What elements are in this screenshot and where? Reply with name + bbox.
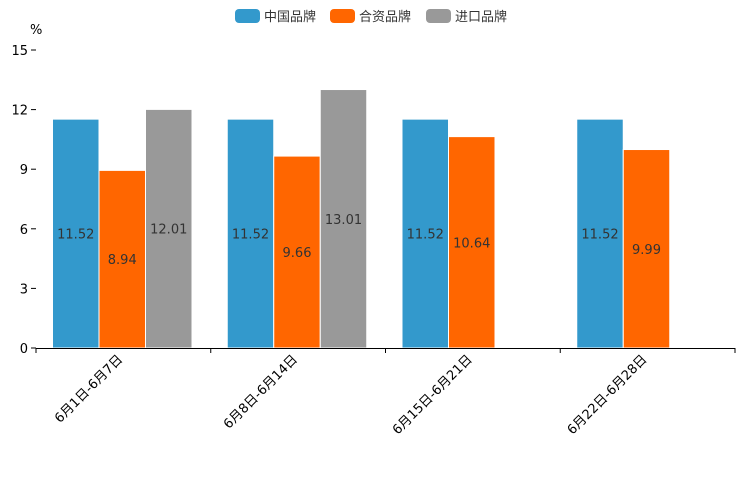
bar-value-label: 10.64 <box>453 236 490 251</box>
bar-value-label: 13.01 <box>325 213 362 228</box>
bar-value-label: 8.94 <box>108 253 137 268</box>
bar-value-label: 11.52 <box>581 228 618 243</box>
y-tick-label: 9 <box>20 163 28 178</box>
y-tick-label: 6 <box>20 223 28 238</box>
bar-value-label: 11.52 <box>232 228 269 243</box>
bar-value-label: 11.52 <box>407 228 444 243</box>
y-tick-label: 3 <box>20 282 28 297</box>
y-tick-label: 0 <box>20 342 28 357</box>
bar <box>273 155 321 349</box>
bar <box>226 118 275 349</box>
bar <box>401 118 449 349</box>
bars: 11.52 8.94 12.01 11.52 9.66 13.01 11.52 10.64 11… <box>52 89 671 349</box>
x-tick-label: 6月1日-6月7日 <box>52 352 126 426</box>
x-axis: 6月1日-6月7日 6月8日-6月14日 6月15日-6月21日 6月22日-6月28… <box>35 348 736 438</box>
legend-swatch <box>426 9 451 23</box>
legend-swatch <box>330 9 355 23</box>
legend-swatch <box>235 9 260 23</box>
y-tick-label: 15 <box>11 44 28 59</box>
bar-value-label: 9.99 <box>632 243 661 258</box>
legend-label: 中国品牌 <box>264 9 316 25</box>
x-tick-label: 6月8日-6月14日 <box>221 352 301 432</box>
bar <box>319 89 368 349</box>
legend-label: 进口品牌 <box>455 9 507 25</box>
bar-value-label: 12.01 <box>150 223 187 238</box>
y-axis-unit-label: % <box>30 23 42 38</box>
y-axis: 0 3 6 9 12 15 <box>11 44 36 357</box>
legend-label: 合资品牌 <box>359 9 411 25</box>
legend: 中国品牌 合资品牌 进口品牌 <box>235 9 507 25</box>
bar-value-label: 11.52 <box>57 228 94 243</box>
bar <box>448 136 496 349</box>
y-tick-label: 12 <box>11 104 28 119</box>
bar-value-label: 9.66 <box>283 246 312 261</box>
x-tick-label: 6月15日-6月21日 <box>390 352 476 438</box>
bar <box>145 108 193 349</box>
bar <box>622 149 671 349</box>
x-tick-label: 6月22日-6月28日 <box>565 352 651 438</box>
